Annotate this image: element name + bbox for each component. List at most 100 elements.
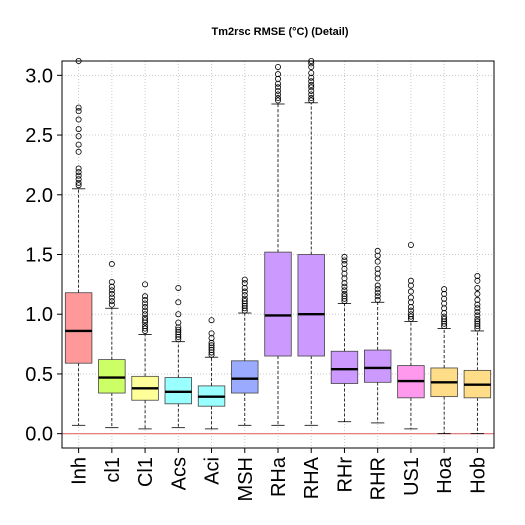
outlier-point <box>142 319 149 326</box>
outlier-point <box>241 292 248 299</box>
box-MSH <box>231 276 259 426</box>
outlier-point <box>374 289 381 296</box>
outlier-point <box>441 318 448 325</box>
outlier-point <box>274 91 281 98</box>
outlier-point <box>274 97 281 104</box>
outlier-point <box>474 315 481 322</box>
outlier-point <box>374 258 381 265</box>
outlier-point <box>142 296 149 303</box>
outlier-point <box>208 344 215 351</box>
outlier-point <box>474 325 481 332</box>
outlier-point <box>75 148 82 155</box>
outlier-point <box>142 304 149 311</box>
chart-title: Tm2rsc RMSE (°C) (Detail) <box>211 26 348 38</box>
outlier-point <box>175 319 182 326</box>
outlier-point <box>241 298 248 305</box>
box-body <box>231 360 259 394</box>
outlier-point <box>75 133 82 140</box>
outlier-point <box>142 307 149 314</box>
outlier-point <box>374 270 381 277</box>
box-body <box>363 349 392 383</box>
outlier-point <box>175 329 182 336</box>
outlier-point <box>75 165 82 172</box>
x-category-label: RHA <box>301 456 323 499</box>
outlier-point <box>441 323 448 330</box>
outlier-point <box>75 179 82 186</box>
outlier-point <box>441 313 448 320</box>
outlier-point <box>341 295 348 302</box>
box-body <box>264 251 292 357</box>
outlier-point <box>142 300 149 307</box>
outlier-point <box>407 311 414 318</box>
outlier-point <box>341 287 348 294</box>
outlier-point <box>274 63 281 70</box>
outlier-point <box>374 286 381 293</box>
outlier-point <box>75 108 82 115</box>
outlier-point <box>175 331 182 338</box>
outlier-point <box>407 315 414 322</box>
outlier-point <box>108 290 115 297</box>
outlier-point <box>142 314 149 321</box>
outlier-point <box>407 277 414 284</box>
outlier-point <box>341 290 348 297</box>
outlier-point <box>407 299 414 306</box>
outlier-point <box>341 293 348 300</box>
outlier-point <box>175 284 182 291</box>
outlier-point <box>474 308 481 315</box>
outlier-point <box>208 330 215 337</box>
outlier-point <box>474 320 481 327</box>
y-tick-label: 2.0 <box>25 185 53 207</box>
outlier-point <box>474 277 481 284</box>
outlier-point <box>407 307 414 314</box>
outlier-point <box>374 296 381 303</box>
outlier-point <box>274 80 281 87</box>
outlier-point <box>474 301 481 308</box>
box-Hob <box>463 272 492 435</box>
outlier-point <box>308 84 315 91</box>
box-body <box>64 292 93 364</box>
outlier-point <box>142 317 149 324</box>
outlier-point <box>241 280 248 287</box>
x-category-label: Hoa <box>434 456 456 494</box>
outlier-point <box>474 284 481 291</box>
y-tick-label: 1.0 <box>25 304 53 326</box>
outlier-point <box>341 257 348 264</box>
outlier-point <box>308 87 315 94</box>
outlier-point <box>142 323 149 330</box>
outlier-point <box>208 339 215 346</box>
outlier-point <box>407 313 414 320</box>
outlier-point <box>75 169 82 176</box>
box-RHR <box>363 247 392 424</box>
boxes-layer <box>64 58 492 435</box>
outlier-point <box>175 324 182 331</box>
outlier-point <box>108 261 115 268</box>
outlier-point <box>142 281 149 288</box>
box-body <box>330 350 359 384</box>
outlier-point <box>75 176 82 183</box>
outlier-point <box>274 75 281 82</box>
outlier-point <box>341 275 348 282</box>
outlier-point <box>474 272 481 279</box>
outlier-point <box>308 63 315 70</box>
outlier-point <box>75 141 82 148</box>
box-US1 <box>397 241 425 430</box>
outlier-point <box>208 317 215 324</box>
outlier-point <box>108 287 115 294</box>
box-Acs <box>164 284 192 429</box>
outlier-point <box>142 327 149 334</box>
outlier-point <box>374 247 381 254</box>
outlier-point <box>474 312 481 319</box>
x-axis: Inh cl1 Cl1 Acs Aci MSH RHa RHA RHr RHR US1 Hoa Hob <box>69 448 489 501</box>
outlier-point <box>341 280 348 287</box>
outlier-point <box>142 311 149 318</box>
outlier-point <box>341 270 348 277</box>
outlier-point <box>474 305 481 312</box>
y-tick-label: 3.0 <box>25 65 53 87</box>
outlier-point <box>308 69 315 76</box>
outlier-point <box>441 286 448 293</box>
x-category-label: US1 <box>401 457 423 496</box>
box-body <box>297 254 325 357</box>
y-tick-label: 2.5 <box>25 125 53 147</box>
y-tick-label: 0.5 <box>25 364 53 386</box>
